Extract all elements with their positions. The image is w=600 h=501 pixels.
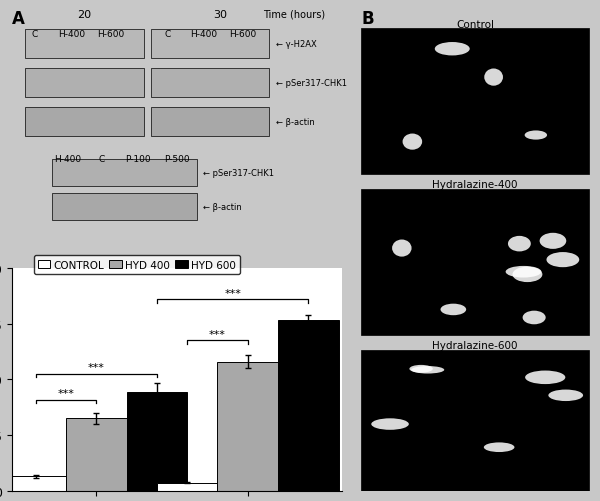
Text: ***: *** — [224, 288, 241, 298]
Ellipse shape — [506, 267, 541, 278]
FancyBboxPatch shape — [52, 159, 197, 186]
Bar — [66, 419, 127, 491]
Ellipse shape — [525, 371, 565, 384]
FancyBboxPatch shape — [151, 108, 269, 137]
Text: ← pSer317-CHK1: ← pSer317-CHK1 — [276, 79, 347, 88]
Text: ***: *** — [58, 388, 74, 398]
Text: ← β-actin: ← β-actin — [276, 118, 315, 127]
Ellipse shape — [392, 240, 412, 257]
Ellipse shape — [440, 304, 466, 316]
Text: P-500: P-500 — [164, 154, 190, 163]
Text: ← pSer317-CHK1: ← pSer317-CHK1 — [203, 168, 274, 177]
Ellipse shape — [539, 233, 566, 249]
Text: A: A — [12, 10, 25, 28]
Ellipse shape — [512, 267, 542, 283]
Ellipse shape — [508, 236, 531, 252]
Ellipse shape — [547, 253, 579, 268]
Text: H-600: H-600 — [229, 30, 257, 39]
Ellipse shape — [411, 366, 444, 374]
Text: Time (hours): Time (hours) — [263, 10, 326, 20]
Text: C: C — [32, 30, 38, 39]
Text: P-100: P-100 — [125, 154, 150, 163]
Text: B: B — [361, 10, 374, 28]
FancyBboxPatch shape — [25, 108, 144, 137]
Text: ← γ-H2AX: ← γ-H2AX — [276, 40, 317, 49]
Ellipse shape — [403, 134, 422, 150]
Text: Control: Control — [456, 20, 494, 30]
Ellipse shape — [409, 365, 433, 373]
FancyBboxPatch shape — [25, 30, 144, 59]
FancyBboxPatch shape — [361, 190, 589, 336]
FancyBboxPatch shape — [151, 69, 269, 98]
Bar — [278, 321, 339, 491]
Ellipse shape — [371, 418, 409, 430]
Text: ***: *** — [88, 363, 104, 372]
Text: ***: *** — [209, 329, 226, 339]
FancyBboxPatch shape — [151, 30, 269, 59]
Bar — [217, 362, 278, 491]
Legend: CONTROL, HYD 400, HYD 600: CONTROL, HYD 400, HYD 600 — [34, 256, 240, 274]
Ellipse shape — [548, 390, 583, 401]
Text: Hydralazine-600: Hydralazine-600 — [433, 340, 518, 350]
Text: H-400: H-400 — [190, 30, 217, 39]
Text: H-400: H-400 — [55, 154, 82, 163]
Ellipse shape — [435, 43, 470, 56]
FancyBboxPatch shape — [361, 29, 589, 175]
Ellipse shape — [524, 131, 547, 140]
Text: C: C — [164, 30, 170, 39]
Text: H-600: H-600 — [97, 30, 125, 39]
Text: C: C — [98, 154, 104, 163]
Ellipse shape — [523, 311, 545, 325]
Ellipse shape — [484, 442, 514, 452]
Bar — [5, 476, 66, 491]
FancyBboxPatch shape — [52, 193, 197, 220]
Text: H-400: H-400 — [58, 30, 85, 39]
Text: 30: 30 — [213, 10, 227, 20]
Ellipse shape — [484, 69, 503, 87]
Bar — [157, 482, 217, 491]
Text: Hydralazine-400: Hydralazine-400 — [433, 180, 518, 190]
Text: 20: 20 — [77, 10, 92, 20]
Text: ← β-actin: ← β-actin — [203, 202, 242, 211]
FancyBboxPatch shape — [361, 350, 589, 496]
Bar — [127, 392, 187, 491]
FancyBboxPatch shape — [25, 69, 144, 98]
